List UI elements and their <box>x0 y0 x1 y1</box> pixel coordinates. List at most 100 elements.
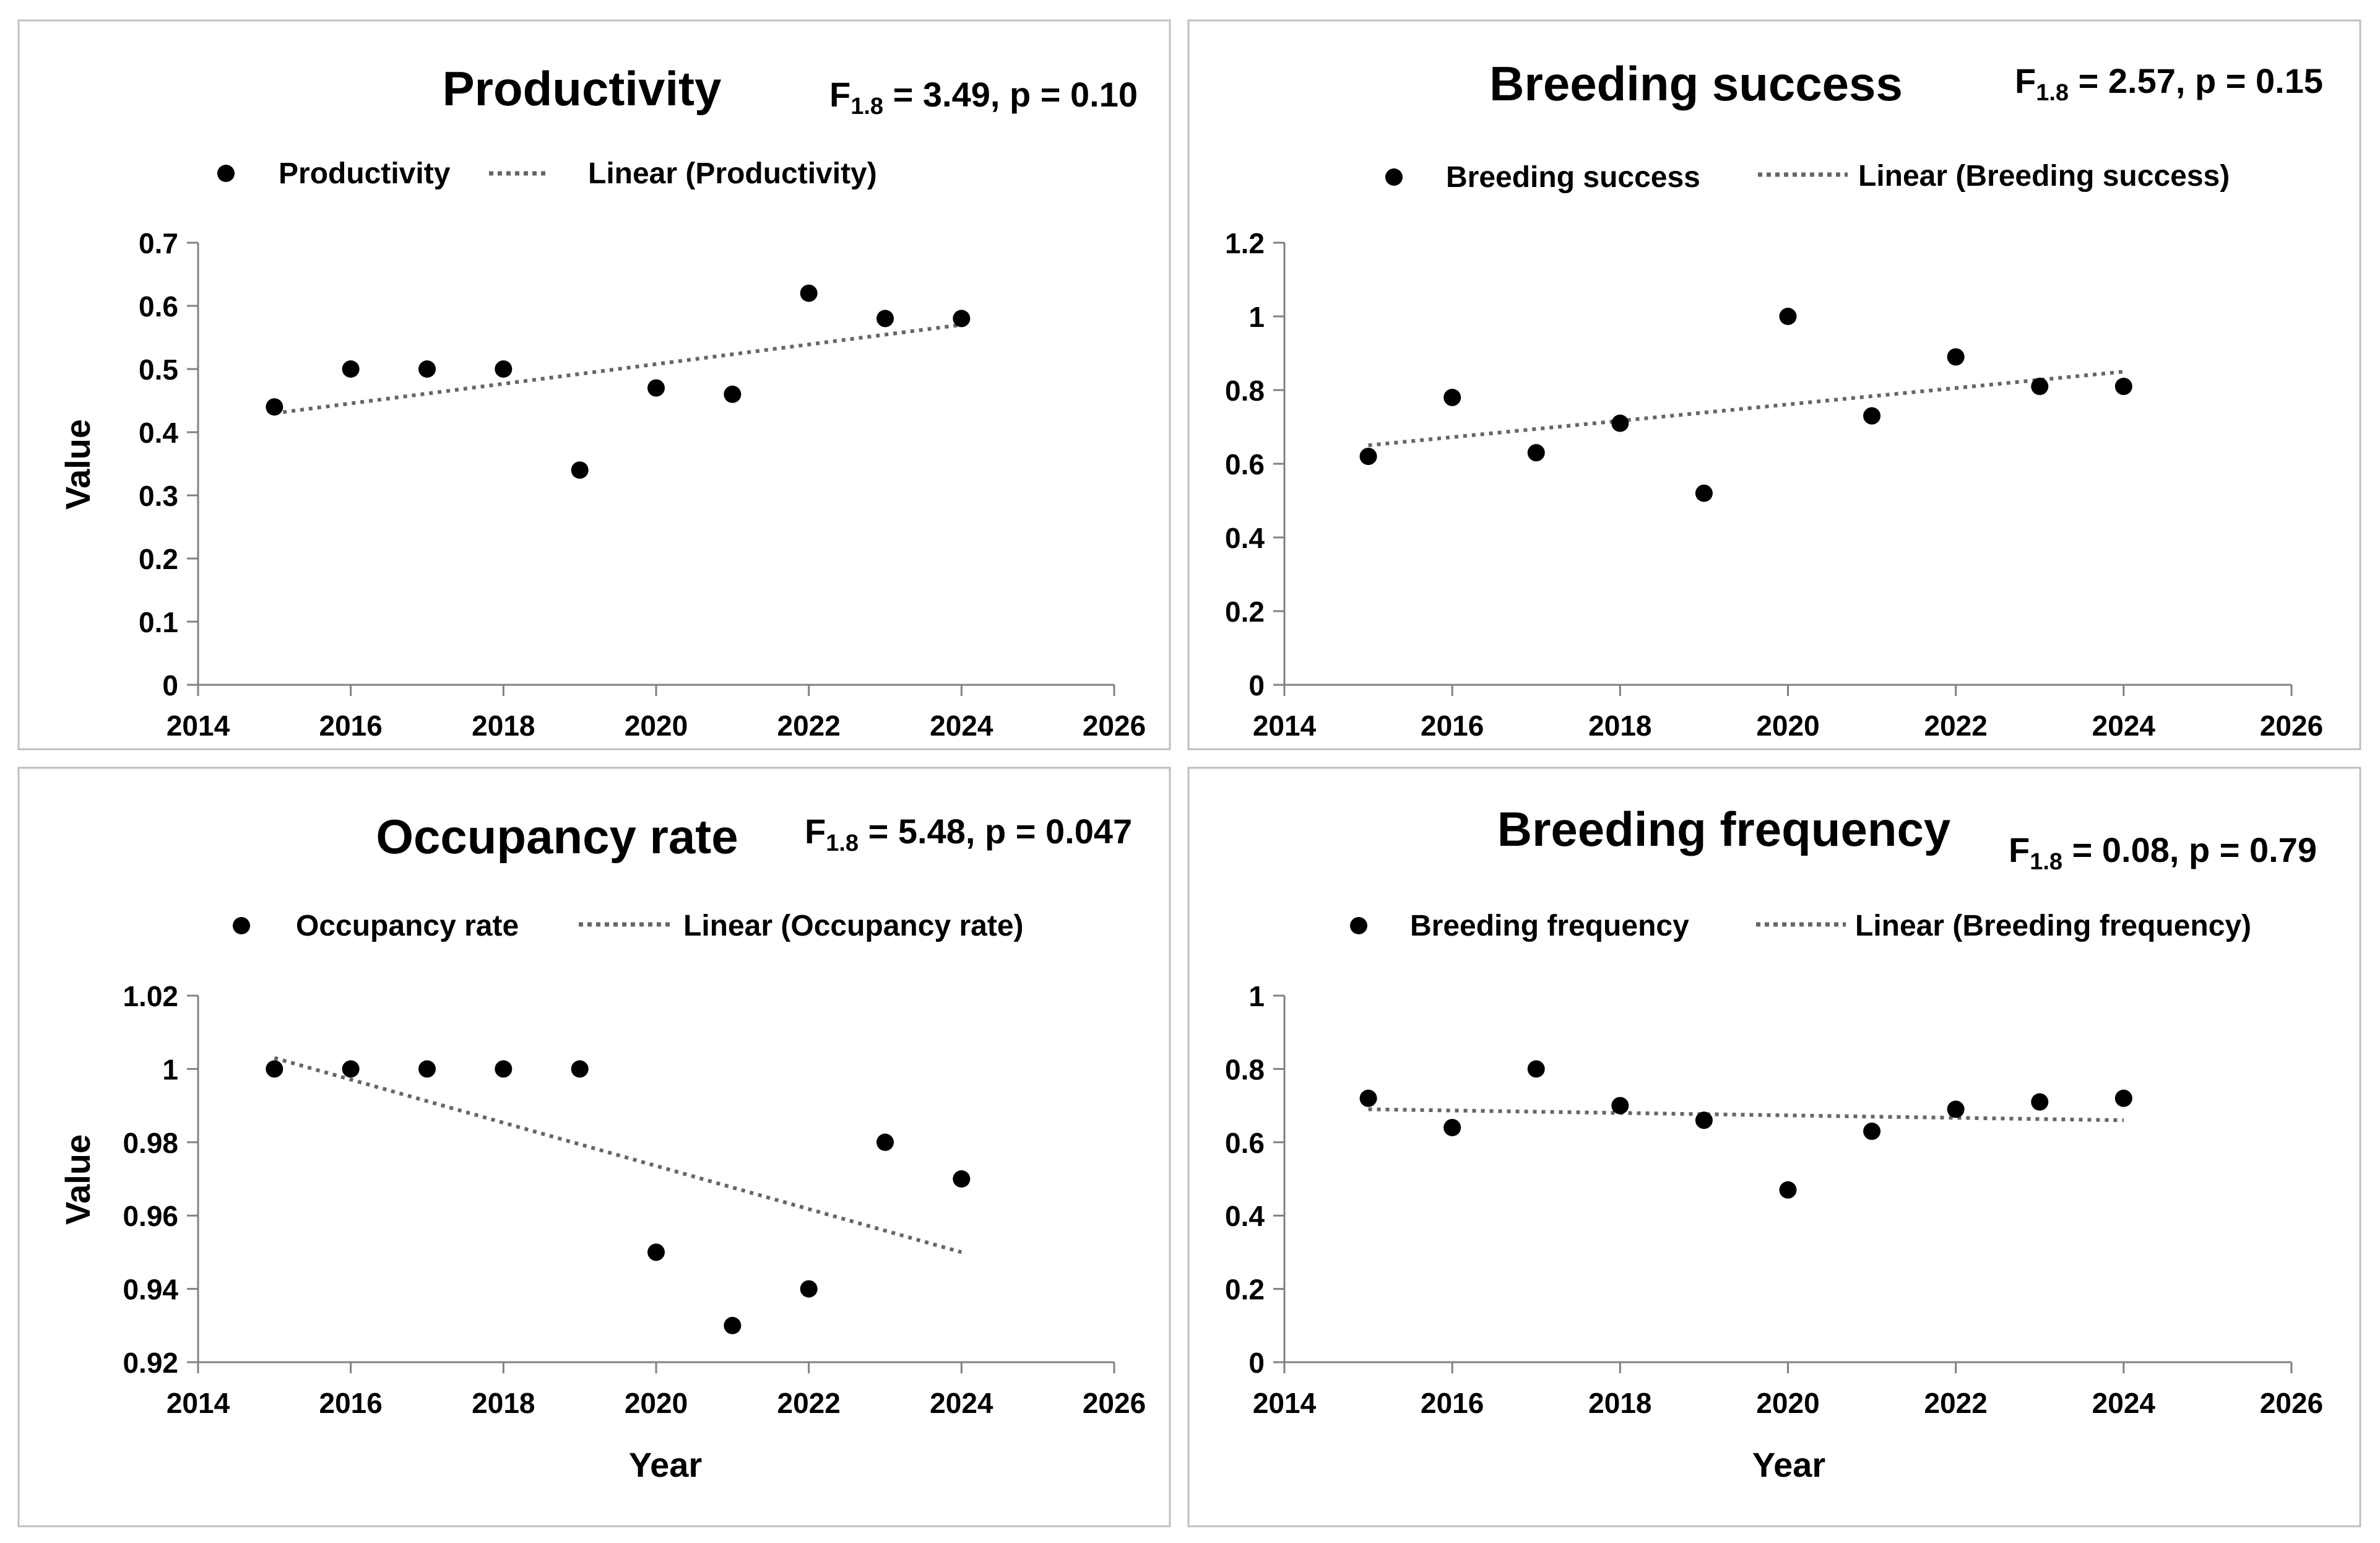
x-tick-label: 2018 <box>1588 710 1651 742</box>
y-tick-label: 1 <box>1248 301 1265 333</box>
x-tick-label: 2026 <box>2260 1387 2323 1419</box>
data-point <box>1779 308 1797 325</box>
data-point <box>571 1060 589 1078</box>
x-tick-label: 2024 <box>930 1387 993 1419</box>
data-point <box>647 1243 665 1261</box>
y-tick-label: 1 <box>162 1053 178 1085</box>
stat-f: F <box>2009 830 2030 869</box>
y-tick-label: 0.92 <box>123 1347 178 1379</box>
y-axis-label: Value <box>58 1134 97 1225</box>
trendline <box>274 323 962 415</box>
x-tick-label: 2024 <box>930 710 993 742</box>
stat-annotation: F1.8 = 0.08, p = 0.79 <box>2009 830 2317 875</box>
data-point <box>953 310 971 328</box>
y-tick-label: 0.6 <box>1225 1127 1265 1159</box>
legend-marker-points <box>217 165 235 182</box>
stat-annotation: F1.8 = 2.57, p = 0.15 <box>2015 61 2323 106</box>
data-point <box>495 360 513 378</box>
legend-label-points: Productivity <box>279 157 451 190</box>
legend: Breeding success Linear (Breeding success… <box>1385 160 2230 194</box>
data-point <box>647 379 665 397</box>
x-axis-label: Year <box>1752 1445 1825 1484</box>
chart-title: Occupancy rate <box>376 809 738 864</box>
stat-annotation: F1.8 = 5.48, p = 0.047 <box>805 812 1132 856</box>
y-axis-label: Value <box>58 419 97 510</box>
legend-label-points: Breeding frequency <box>1410 910 1689 942</box>
y-tick-label: 0.94 <box>123 1274 178 1306</box>
stat-annotation: F1.8 = 3.49, p = 0.10 <box>829 75 1138 120</box>
legend-label-trendline: Linear (Occupancy rate) <box>683 910 1024 942</box>
y-tick-label: 0 <box>162 669 178 702</box>
panel-border <box>17 19 1171 750</box>
y-tick-label: 0 <box>1248 669 1265 702</box>
panel-border <box>17 767 1171 1528</box>
data-point <box>1947 348 1965 366</box>
y-tick-label: 0.2 <box>1225 1274 1265 1306</box>
legend: Productivity Linear (Productivity) <box>217 157 877 190</box>
panel-border <box>1187 19 2361 750</box>
x-tick-label: 2014 <box>167 710 230 742</box>
data-point <box>1359 1089 1377 1107</box>
y-tick-label: 0.96 <box>123 1200 178 1232</box>
x-tick-label: 2026 <box>1083 1387 1146 1419</box>
data-point <box>1527 1060 1545 1078</box>
x-tick-label: 2016 <box>319 1387 382 1419</box>
x-tick-label: 2020 <box>625 1387 688 1419</box>
y-tick-label: 1 <box>1248 980 1265 1012</box>
y-tick-label: 0.7 <box>139 227 178 259</box>
x-tick-label: 2026 <box>2260 710 2323 742</box>
legend-label-points: Breeding success <box>1446 161 1700 194</box>
data-point <box>1695 1111 1713 1129</box>
x-tick-label: 2014 <box>1253 710 1317 742</box>
data-point <box>876 1133 894 1151</box>
data-point <box>571 461 589 479</box>
chart-title: Breeding success <box>1489 56 1903 111</box>
y-tick-label: 0.3 <box>139 480 178 512</box>
data-point <box>1443 388 1461 406</box>
data-point <box>1863 1123 1881 1141</box>
y-tick-label: 1.2 <box>1225 227 1265 259</box>
data-point <box>2114 1089 2132 1107</box>
chart-title: Breeding frequency <box>1497 802 1951 856</box>
chart-panel-1: Productivity F1.8 = 3.49, p = 0.10 Product… <box>17 19 1171 750</box>
chart-title: Productivity <box>443 61 722 116</box>
legend-marker-points <box>1385 168 1403 186</box>
x-tick-label: 2014 <box>167 1387 230 1419</box>
x-tick-label: 2024 <box>2092 1387 2156 1419</box>
x-tick-label: 2026 <box>1083 710 1146 742</box>
stat-value: = 5.48, p = 0.047 <box>859 812 1132 851</box>
stat-f: F <box>829 75 850 114</box>
y-tick-label: 0.5 <box>139 354 178 386</box>
data-point <box>800 284 818 302</box>
x-tick-label: 2022 <box>777 710 840 742</box>
data-point <box>953 1170 971 1188</box>
stat-df: 1.8 <box>2036 80 2069 106</box>
stat-value: = 0.08, p = 0.79 <box>2062 830 2317 869</box>
stat-df: 1.8 <box>2030 849 2062 875</box>
x-tick-label: 2022 <box>1924 1387 1987 1419</box>
y-tick-label: 0 <box>1248 1347 1265 1379</box>
data-point <box>418 360 436 378</box>
data-point <box>1779 1181 1797 1199</box>
data-point <box>876 310 894 328</box>
chart-panel-2: Breeding success F1.8 = 2.57, p = 0.15 Bre… <box>1187 19 2361 750</box>
y-tick-label: 0.6 <box>139 290 178 323</box>
y-tick-label: 0.4 <box>139 417 178 449</box>
trendline <box>274 1056 963 1254</box>
stat-value: = 2.57, p = 0.15 <box>2069 61 2323 100</box>
data-point <box>495 1060 513 1078</box>
x-axis-label: Year <box>629 1445 702 1484</box>
y-tick-label: 0.6 <box>1225 448 1265 480</box>
y-tick-label: 0.8 <box>1225 375 1265 407</box>
data-point <box>2031 1093 2049 1111</box>
x-tick-label: 2020 <box>625 710 688 742</box>
x-tick-label: 2018 <box>1588 1387 1651 1419</box>
data-point <box>342 1060 360 1078</box>
x-tick-label: 2020 <box>1756 1387 1819 1419</box>
y-tick-label: 0.98 <box>123 1127 178 1159</box>
panel-border <box>1187 767 2361 1528</box>
x-tick-label: 2022 <box>1924 710 1987 742</box>
stat-f: F <box>805 812 826 851</box>
stat-df: 1.8 <box>826 830 859 856</box>
